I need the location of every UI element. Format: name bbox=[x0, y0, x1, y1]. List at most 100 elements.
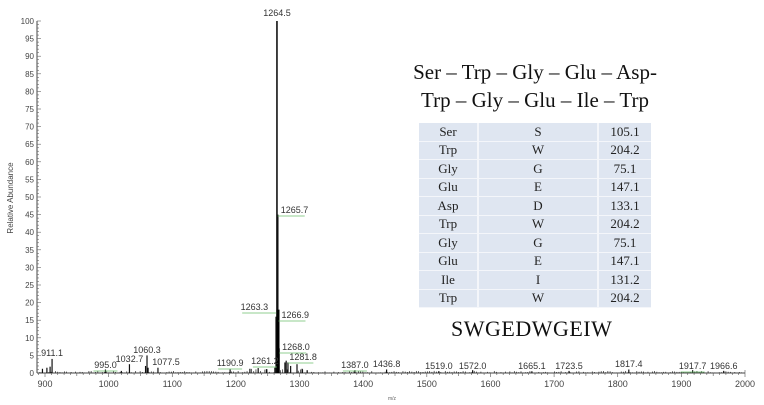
residue-mass: 75.1 bbox=[599, 234, 651, 253]
y-tick-label: 85 bbox=[25, 70, 34, 79]
y-tick-label: 65 bbox=[25, 140, 34, 149]
x-tick-label: 1600 bbox=[480, 379, 500, 389]
sequence-line-1: Ser – Trp – Gly – Glu – Asp- bbox=[413, 60, 657, 84]
table-row: Trp W 204.2 bbox=[419, 141, 651, 160]
residue-name: Gly bbox=[419, 234, 479, 253]
peak-label: 1723.5 bbox=[555, 361, 583, 371]
peak-label: 1281.8 bbox=[289, 352, 317, 362]
table-row: Gly G 75.1 bbox=[419, 160, 651, 179]
y-tick-label: 15 bbox=[25, 316, 34, 325]
x-tick-label: 900 bbox=[37, 379, 52, 389]
sequence-line-2: Trp – Gly – Glu – Ile – Trp bbox=[421, 88, 649, 112]
y-tick-label: 95 bbox=[25, 35, 34, 44]
residue-code: D bbox=[479, 197, 599, 216]
y-tick-label: 45 bbox=[25, 211, 34, 220]
residue-mass: 204.2 bbox=[599, 289, 651, 308]
x-axis: 900 1000 1100 1200 1300 1400 1500 1600 1700 1800 1… bbox=[37, 370, 755, 389]
residue-name: Trp bbox=[419, 141, 479, 160]
residue-code: E bbox=[479, 178, 599, 197]
y-axis-label: Relative Abundance bbox=[6, 162, 15, 234]
peak-label: 1917.7 bbox=[679, 361, 707, 371]
peak-label: 1060.3 bbox=[133, 345, 161, 355]
peak-label: 1436.8 bbox=[373, 359, 401, 369]
residue-code: S bbox=[479, 123, 599, 142]
x-tick-label: 1400 bbox=[353, 379, 373, 389]
x-tick-label: 1100 bbox=[163, 379, 182, 389]
residue-name: Asp bbox=[419, 197, 479, 216]
peak-label: 1966.6 bbox=[710, 361, 738, 371]
residue-code: G bbox=[479, 160, 599, 179]
peak-label: 1268.0 bbox=[282, 342, 310, 352]
y-tick-label: 90 bbox=[25, 52, 34, 61]
peak-label: 1264.5 bbox=[263, 8, 291, 18]
residue-code: I bbox=[479, 271, 599, 290]
y-tick-label: 35 bbox=[25, 246, 34, 255]
peak-label: 1032.7 bbox=[116, 354, 144, 364]
x-tick-label: 1000 bbox=[99, 379, 119, 389]
residue-mass: 204.2 bbox=[599, 141, 651, 160]
x-tick-label: 2000 bbox=[735, 379, 755, 389]
table-row: Trp W 204.2 bbox=[419, 289, 651, 308]
x-tick-label: 1900 bbox=[671, 379, 691, 389]
residue-mass: 105.1 bbox=[599, 123, 651, 142]
peak-label: 911.1 bbox=[41, 348, 63, 358]
residue-code: W bbox=[479, 289, 599, 308]
peak-label: 1817.4 bbox=[615, 359, 643, 369]
x-tick-label: 1800 bbox=[608, 379, 628, 389]
y-tick-label: 75 bbox=[25, 105, 34, 114]
residue-mass: 131.2 bbox=[599, 271, 651, 290]
y-tick-label: 55 bbox=[25, 175, 34, 184]
peak-label: 1261.2 bbox=[251, 356, 279, 366]
y-tick-label: 30 bbox=[25, 263, 34, 272]
peptide-sequence: Ser – Trp – Gly – Glu – Asp- Trp – Gly –… bbox=[400, 58, 670, 114]
peak-label: 1190.9 bbox=[217, 358, 244, 368]
table-row: Ile I 131.2 bbox=[419, 271, 651, 290]
y-tick-label: 5 bbox=[30, 351, 35, 360]
table-row: Glu E 147.1 bbox=[419, 178, 651, 197]
y-tick-label: 100 bbox=[21, 17, 35, 26]
residue-mass: 133.1 bbox=[599, 197, 651, 216]
peak-label: 1572.0 bbox=[459, 361, 487, 371]
residue-name: Gly bbox=[419, 160, 479, 179]
peak-label: 1387.0 bbox=[341, 360, 369, 370]
y-tick-label: 20 bbox=[25, 299, 34, 308]
residue-name: Ile bbox=[419, 271, 479, 290]
residue-mass: 147.1 bbox=[599, 252, 651, 271]
residue-mass: 204.2 bbox=[599, 215, 651, 234]
peak-label: 1519.0 bbox=[425, 361, 453, 371]
x-tick-label: 1700 bbox=[544, 379, 564, 389]
y-tick-label: 25 bbox=[25, 281, 34, 290]
residue-mass: 147.1 bbox=[599, 178, 651, 197]
residue-name: Ser bbox=[419, 123, 479, 142]
peak-label: 1266.9 bbox=[281, 310, 309, 320]
y-tick-label: 50 bbox=[25, 193, 34, 202]
y-tick-label: 60 bbox=[25, 158, 34, 167]
residue-code: W bbox=[479, 141, 599, 160]
residue-name: Glu bbox=[419, 178, 479, 197]
x-tick-label: 1300 bbox=[290, 379, 310, 389]
y-tick-label: 10 bbox=[25, 334, 34, 343]
x-axis-label: m/z bbox=[388, 396, 397, 402]
peak-label: 1265.7 bbox=[281, 205, 309, 215]
peak-label: 995.0 bbox=[94, 360, 117, 370]
y-axis: 0 5 10 15 20 25 30 35 40 45 50 55 60 65 70 75 80 85 90 95 10… bbox=[21, 17, 41, 378]
one-letter-sequence: SWGEDWGEIW bbox=[451, 316, 613, 341]
table-row: Ser S 105.1 bbox=[419, 123, 651, 142]
residue-code: G bbox=[479, 234, 599, 253]
table-row: Glu E 147.1 bbox=[419, 252, 651, 271]
peaks bbox=[39, 21, 742, 373]
residue-name: Trp bbox=[419, 215, 479, 234]
y-tick-label: 40 bbox=[25, 228, 34, 237]
y-tick-label: 70 bbox=[25, 123, 34, 132]
peak-label: 1077.5 bbox=[152, 357, 180, 367]
table-row: Trp W 204.2 bbox=[419, 215, 651, 234]
table-row: Asp D 133.1 bbox=[419, 197, 651, 216]
residue-mass-table: Ser S 105.1 Trp W 204.2 Gly G 75.1 Glu E 147.1 Asp D 1… bbox=[419, 123, 651, 308]
y-tick-label: 0 bbox=[30, 369, 35, 378]
residue-code: W bbox=[479, 215, 599, 234]
peak-label: 1665.1 bbox=[518, 361, 546, 371]
residue-name: Glu bbox=[419, 252, 479, 271]
x-tick-label: 1500 bbox=[417, 379, 437, 389]
